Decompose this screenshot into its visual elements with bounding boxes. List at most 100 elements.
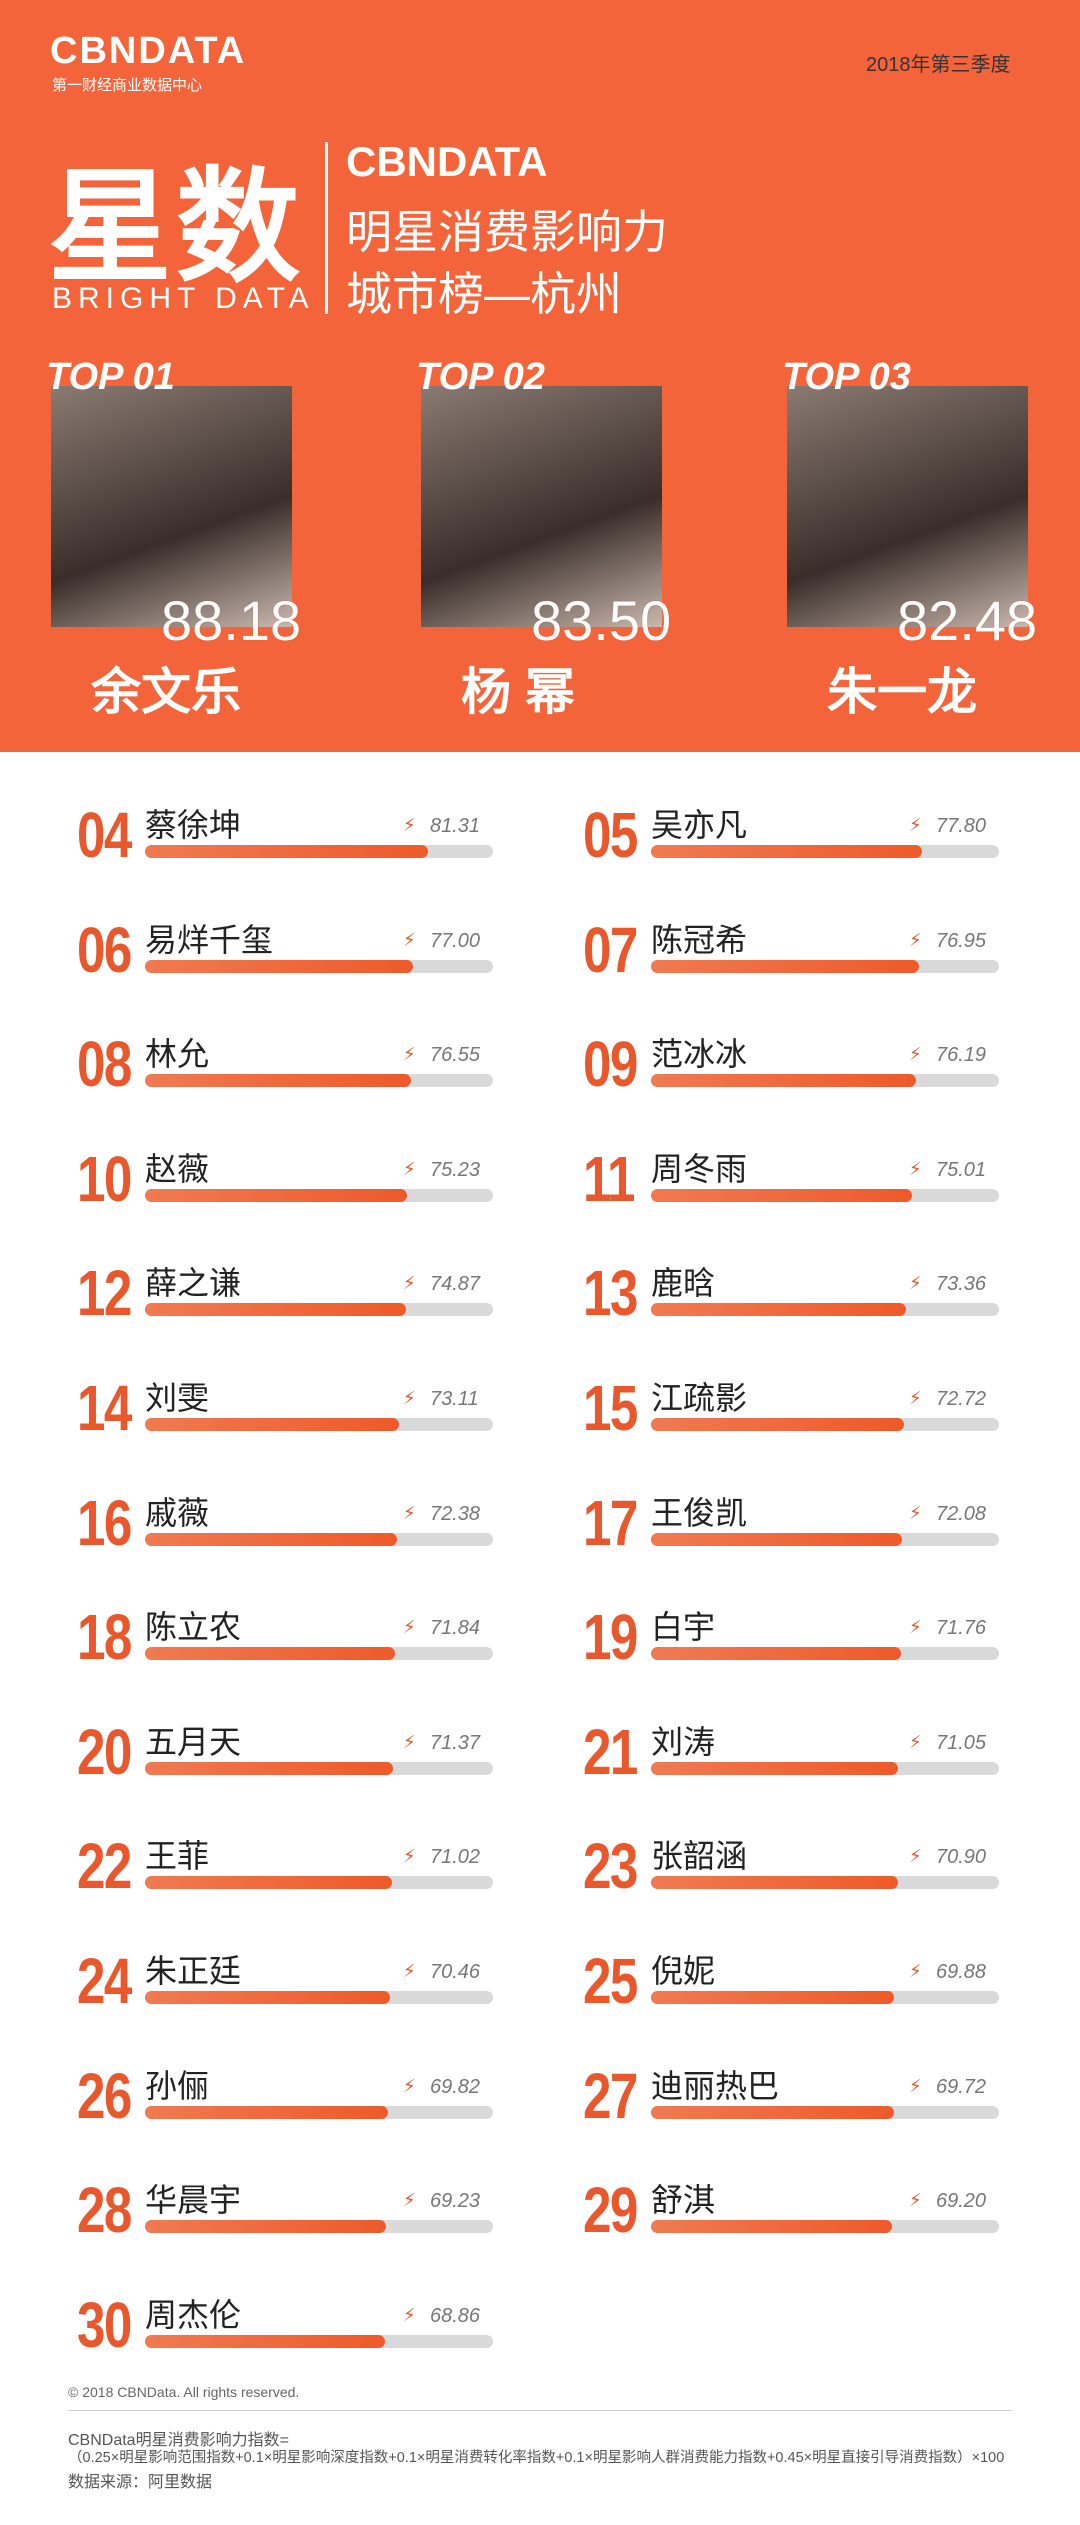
name: 赵薇	[145, 1150, 210, 1187]
rank-number: 14	[77, 1372, 132, 1444]
score: 74.87	[430, 1273, 481, 1296]
score: 72.38	[430, 1502, 481, 1525]
icon: ⚡	[909, 1961, 922, 1981]
name: 薛之谦	[145, 1265, 242, 1302]
score: 71.84	[430, 1617, 481, 1640]
top-score: 83.50	[531, 589, 672, 652]
name: 陈冠希	[651, 921, 748, 958]
score: 73.11	[430, 1388, 479, 1410]
bar	[145, 1303, 406, 1317]
icon: ⚡	[403, 1502, 416, 1523]
bar	[145, 1991, 391, 2004]
score: 70.90	[936, 1846, 987, 1869]
rank-number: 20	[77, 1715, 132, 1788]
icon: ⚡	[909, 1273, 922, 1294]
score: 69.72	[936, 2075, 987, 2098]
score: 76.55	[430, 1044, 481, 1067]
name: 吴亦凡	[651, 807, 748, 843]
icon: ⚡	[403, 1617, 416, 1638]
score: 76.19	[936, 1044, 987, 1067]
source: 数据来源：阿里数据	[68, 2474, 213, 2491]
rank-number: 16	[77, 1486, 132, 1559]
icon: ⚡	[909, 815, 922, 835]
top-name: 杨 幂	[461, 664, 575, 720]
top-name: 余文乐	[91, 664, 241, 720]
score: 76.95	[936, 929, 987, 952]
name: 陈立农	[145, 1609, 242, 1646]
rank-number: 25	[583, 1945, 638, 2017]
bar	[145, 959, 413, 973]
bar	[651, 959, 919, 973]
bar	[145, 845, 428, 858]
icon: ⚡	[909, 1846, 922, 1867]
name: 刘雯	[145, 1380, 210, 1416]
rank-number: 11	[583, 1142, 636, 1215]
name: 王菲	[145, 1838, 210, 1875]
top-rank: TOP 03	[782, 356, 911, 398]
bar	[145, 1418, 400, 1431]
rank-number: 09	[583, 1028, 638, 1101]
name: 华晨宇	[145, 2182, 242, 2219]
bar	[145, 1876, 393, 1890]
title-logo: CBNDATA	[346, 138, 548, 185]
icon: ⚡	[909, 1158, 922, 1179]
bar	[651, 1761, 899, 1775]
photo	[421, 386, 662, 627]
period: 2018年第三季度	[866, 54, 1011, 76]
name: 江疏影	[651, 1380, 748, 1416]
rank-number: 13	[583, 1257, 638, 1330]
score: 75.23	[430, 1158, 481, 1181]
rank-number: 10	[77, 1142, 132, 1215]
score: 68.86	[430, 2304, 481, 2327]
bar	[651, 1188, 913, 1202]
icon: ⚡	[909, 929, 922, 950]
name: 蔡徐坤	[145, 807, 242, 843]
icon: ⚡	[909, 1388, 922, 1408]
header: CBNDATA 第一财经商业数据中心 2018年第三季度 星数 BRIGHT D…	[0, 0, 1080, 752]
bar	[145, 2105, 388, 2119]
score: 70.46	[430, 1961, 481, 1983]
score: 69.20	[936, 2190, 987, 2213]
bar	[145, 1761, 394, 1775]
rank-number: 21	[583, 1715, 638, 1788]
top-name: 朱一龙	[827, 664, 977, 720]
bar	[651, 1991, 895, 2004]
copyright: © 2018 CBNData. All rights reserved.	[68, 2384, 300, 2400]
score: 75.01	[936, 1158, 987, 1181]
icon: ⚡	[403, 1388, 416, 1408]
icon: ⚡	[403, 1158, 416, 1179]
bar	[145, 1647, 395, 1661]
icon: ⚡	[403, 1846, 416, 1867]
brand-en: BRIGHT DATA	[52, 282, 315, 315]
bar	[145, 1532, 397, 1546]
separator	[68, 2410, 1012, 2411]
name: 倪妮	[651, 1953, 716, 1989]
rank-number: 07	[583, 913, 638, 986]
score: 71.37	[430, 1731, 481, 1754]
top-rank: TOP 02	[416, 356, 545, 398]
top-score: 88.18	[161, 589, 302, 652]
name: 易烊千玺	[145, 921, 274, 958]
icon: ⚡	[909, 1044, 922, 1065]
title: 明星消费影响力	[346, 206, 668, 258]
icon: ⚡	[909, 1617, 922, 1638]
icon: ⚡	[403, 2075, 416, 2096]
icon: ⚡	[403, 929, 416, 950]
formula: （0.25×明星影响范围指数+0.1×明星影响深度指数+0.1×明星消费转化率指…	[68, 2450, 1005, 2466]
name: 孙俪	[145, 2067, 210, 2104]
rank-number: 27	[583, 2059, 638, 2132]
rank-number: 24	[77, 1945, 132, 2017]
name: 迪丽热巴	[651, 2067, 780, 2104]
rank-number: 29	[583, 2174, 638, 2247]
bar	[651, 2105, 894, 2119]
name: 林允	[145, 1036, 210, 1073]
score: 72.08	[936, 1502, 987, 1525]
rank-number: 12	[77, 1257, 132, 1330]
name: 范冰冰	[651, 1036, 748, 1073]
top-score: 82.48	[897, 589, 1038, 652]
bar	[651, 1303, 907, 1317]
score: 77.00	[430, 929, 481, 952]
title: 城市榜—杭州	[346, 268, 622, 320]
bar	[145, 2334, 385, 2348]
rank-number: 18	[77, 1601, 132, 1674]
